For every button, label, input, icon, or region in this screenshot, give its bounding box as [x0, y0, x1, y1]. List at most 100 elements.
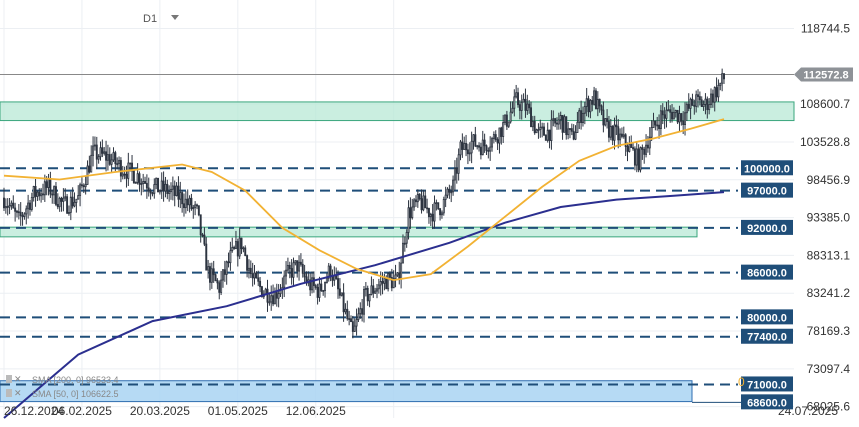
candle-up	[400, 262, 403, 280]
chevron-down-icon[interactable]	[171, 15, 179, 20]
candle-down	[518, 104, 521, 111]
timeframe-label[interactable]: D1	[143, 13, 157, 25]
candle-down	[329, 265, 332, 277]
candle-up	[619, 133, 622, 141]
candle-up	[359, 308, 362, 315]
candle-down	[251, 273, 254, 279]
candle-up	[563, 116, 566, 133]
candle-down	[706, 98, 709, 111]
candle-up	[142, 181, 145, 184]
candle-up	[589, 100, 592, 113]
candle-down	[348, 318, 351, 320]
candle-down	[260, 286, 263, 298]
candle-down	[201, 234, 204, 237]
candle-up	[509, 111, 512, 123]
candle-up	[25, 208, 28, 215]
indicator-icon[interactable]	[6, 389, 12, 397]
candle-up	[411, 206, 414, 219]
candle-up	[422, 195, 425, 211]
candle-down	[530, 107, 532, 128]
candle-down	[533, 120, 536, 134]
candle-up	[717, 84, 720, 98]
candle-down	[698, 96, 701, 101]
candle-down	[183, 203, 185, 209]
candle-down	[381, 281, 384, 284]
candle-up	[344, 308, 347, 313]
level-label-bg	[741, 219, 793, 235]
sma-200-line	[3, 191, 725, 419]
candle-down	[711, 93, 714, 103]
candle-up	[622, 134, 625, 137]
candle-up	[377, 284, 380, 290]
candle-down	[338, 288, 341, 296]
candle-down	[19, 211, 22, 217]
timeframe-selector[interactable]: D1	[143, 13, 179, 25]
candle-up	[710, 93, 712, 105]
candle-up	[444, 194, 447, 200]
candle-down	[218, 282, 221, 293]
candle-down	[594, 90, 597, 110]
candle-up	[695, 94, 698, 107]
candle-up	[708, 104, 711, 111]
price-tag: 112572.8	[794, 67, 853, 82]
candle-up	[526, 103, 529, 111]
candle-up	[136, 173, 139, 183]
candle-down	[479, 146, 482, 156]
price-tag-value: 112572.8	[803, 70, 848, 82]
candle-down	[16, 210, 18, 213]
candle-down	[630, 144, 633, 148]
candle-down	[606, 118, 609, 122]
candle-up	[73, 201, 76, 207]
candle-down	[663, 114, 666, 119]
candle-up	[77, 195, 80, 200]
candle-down	[227, 261, 230, 264]
candle-down	[244, 247, 247, 257]
candle-down	[105, 151, 108, 161]
candle-down	[439, 208, 442, 216]
candle-up	[27, 202, 30, 210]
candle-down	[372, 285, 375, 294]
candle-up	[84, 184, 87, 188]
candle-up	[470, 140, 473, 154]
candle-up	[650, 127, 653, 138]
candle-down	[56, 204, 59, 208]
candle-down	[637, 148, 640, 171]
remove-indicator-icon[interactable]: ✕	[14, 374, 22, 384]
candle-down	[95, 144, 98, 160]
candle-up	[446, 188, 449, 196]
remove-indicator-icon[interactable]: ✕	[14, 388, 22, 398]
level-labels: 100000.0 97000.0 92000.0 86000.0 80000.0 7740…	[741, 160, 793, 410]
candle-down	[654, 120, 657, 126]
candle-up	[489, 146, 492, 152]
candle-up	[112, 152, 115, 161]
green-zone	[0, 226, 698, 238]
candle-up	[8, 205, 11, 208]
candle-up	[184, 198, 187, 209]
indicator-icon[interactable]	[6, 375, 12, 383]
candle-up	[407, 207, 410, 233]
candle-down	[60, 197, 63, 202]
candle-down	[316, 287, 319, 298]
candle-down	[427, 208, 430, 218]
candle-up	[160, 180, 163, 191]
candle-up	[231, 246, 234, 252]
candle-down	[320, 283, 323, 291]
level-label-bg	[741, 160, 793, 176]
candle-down	[342, 292, 345, 313]
candle-down	[414, 199, 417, 203]
candle-down	[246, 255, 249, 271]
candle-down	[223, 269, 226, 275]
y-tick-label: 98456.9	[807, 173, 851, 187]
candle-up	[667, 109, 670, 112]
level-label: 86000.0	[747, 268, 787, 280]
candle-down	[177, 185, 180, 200]
candle-up	[593, 90, 596, 105]
candle-up	[374, 290, 377, 294]
candle-down	[624, 134, 627, 147]
candle-up	[648, 136, 651, 149]
candle-down	[448, 188, 451, 193]
candle-down	[669, 109, 672, 113]
candle-up	[596, 98, 599, 110]
candle-up	[416, 193, 419, 203]
